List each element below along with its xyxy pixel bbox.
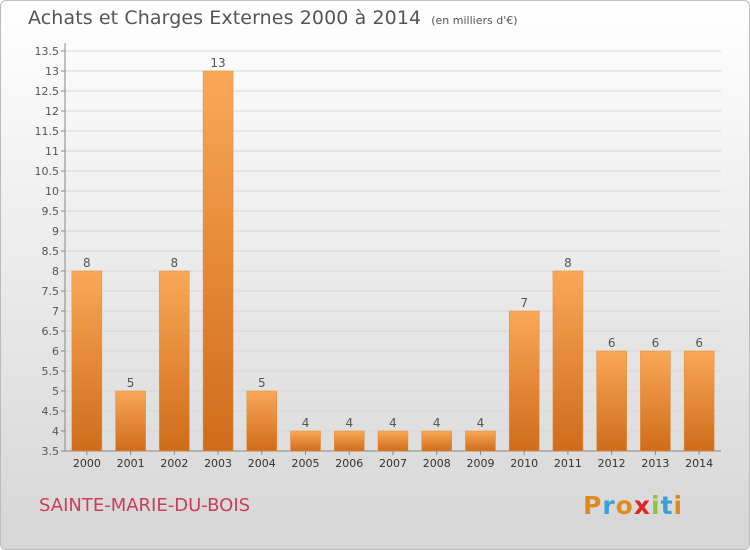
- bar-2014: [683, 350, 715, 452]
- y-tick-label: 8.5: [42, 245, 60, 258]
- y-tick-label: 6: [52, 345, 59, 358]
- bar-2004: [246, 390, 278, 452]
- x-tick-label: 2007: [379, 457, 407, 470]
- bar-2005: [290, 430, 321, 452]
- bar-value-label: 13: [210, 56, 225, 70]
- y-tick-label: 7.5: [42, 285, 60, 298]
- commune-name: SAINTE-MARIE-DU-BOIS: [39, 495, 251, 516]
- bar-value-label: 4: [433, 416, 441, 430]
- y-tick-label: 13.5: [35, 45, 60, 58]
- bar-value-label: 6: [652, 336, 660, 350]
- y-tick-label: 12.5: [35, 85, 60, 98]
- bar-2013: [640, 350, 671, 452]
- bar-value-label: 5: [258, 376, 266, 390]
- bar-value-label: 4: [477, 416, 485, 430]
- y-tick-label: 10.5: [35, 165, 60, 178]
- x-tick-label: 2005: [292, 457, 320, 470]
- y-tick-label: 11: [45, 145, 59, 158]
- x-tick-label: 2001: [117, 457, 145, 470]
- y-tick-label: 11.5: [35, 125, 60, 138]
- x-tick-label: 2009: [466, 457, 494, 470]
- bar-2006: [334, 430, 365, 452]
- bar-2008: [421, 430, 452, 452]
- title-text: Achats et Charges Externes 2000 à 2014: [28, 7, 422, 29]
- x-tick-label: 2003: [204, 457, 232, 470]
- x-tick-label: 2002: [160, 457, 188, 470]
- bar-value-label: 6: [695, 336, 703, 350]
- y-tick-label: 5.5: [42, 365, 60, 378]
- x-tick-label: 2013: [641, 457, 669, 470]
- logo-letter: i: [673, 491, 684, 520]
- bar-2003: [202, 70, 234, 452]
- y-tick-label: 4: [52, 425, 59, 438]
- bar-value-label: 4: [345, 416, 353, 430]
- bar-value-label: 8: [83, 256, 91, 270]
- bar-value-label: 8: [171, 256, 179, 270]
- y-tick-label: 10: [45, 185, 59, 198]
- bar-2007: [377, 430, 409, 452]
- y-tick-label: 8: [52, 265, 59, 278]
- bar-2002: [159, 270, 190, 452]
- logo-letter: i: [651, 491, 661, 520]
- bar-2001: [115, 390, 146, 452]
- y-tick-label: 9: [52, 225, 59, 238]
- bar-2010: [508, 310, 540, 452]
- y-tick-label: 4.5: [42, 405, 60, 418]
- bar-value-label: 5: [127, 376, 135, 390]
- bar-value-label: 8: [564, 256, 572, 270]
- logo-letter: o: [615, 491, 634, 520]
- x-tick-label: 2012: [598, 457, 626, 470]
- x-tick-label: 2010: [510, 457, 538, 470]
- logo-letter: P: [583, 491, 603, 520]
- logo-letter: t: [660, 491, 674, 520]
- x-tick-label: 2006: [335, 457, 363, 470]
- logo-letter: r: [602, 491, 616, 520]
- x-tick-label: 2008: [423, 457, 451, 470]
- y-tick-label: 5: [52, 385, 59, 398]
- bar-value-label: 7: [520, 296, 528, 310]
- x-tick-label: 2014: [685, 457, 713, 470]
- x-tick-label: 2004: [248, 457, 276, 470]
- bar-2000: [71, 270, 103, 452]
- logo-letter: x: [633, 491, 651, 520]
- title-unit: (en milliers d'€): [431, 14, 518, 27]
- y-tick-label: 9.5: [42, 205, 60, 218]
- chart-title: Achats et Charges Externes 2000 à 2014 (e…: [28, 7, 518, 29]
- bar-value-label: 4: [302, 416, 310, 430]
- bar-2012: [596, 350, 627, 452]
- y-tick-label: 7: [52, 305, 59, 318]
- bar-value-label: 4: [389, 416, 397, 430]
- y-tick-label: 13: [45, 65, 59, 78]
- y-tick-label: 3.5: [42, 445, 60, 458]
- y-tick-label: 12: [45, 105, 59, 118]
- bar-2011: [552, 270, 584, 452]
- x-tick-label: 2011: [554, 457, 582, 470]
- x-tick-label: 2000: [73, 457, 101, 470]
- y-tick-label: 6.5: [42, 325, 60, 338]
- bar-value-label: 6: [608, 336, 616, 350]
- proxiti-logo: Proxiti: [583, 491, 683, 520]
- bar-2009: [465, 430, 496, 452]
